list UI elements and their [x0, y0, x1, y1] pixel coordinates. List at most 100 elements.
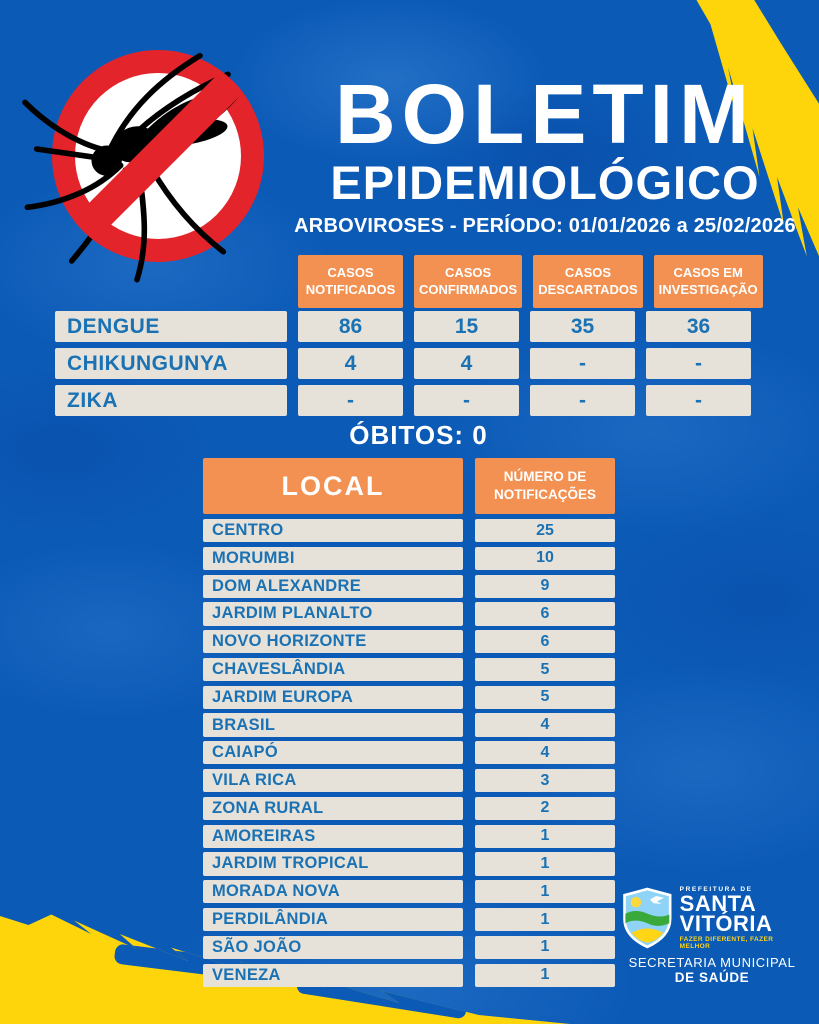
local-name-cell: VENEZA — [203, 963, 463, 987]
summary-column-header: CASOS DESCARTADOS — [533, 255, 643, 308]
local-row: PERDILÂNDIA 1 — [203, 907, 615, 932]
local-table: LOCAL NÚMERO DE NOTIFICAÇÕES CENTRO 25 MOR… — [203, 458, 615, 991]
local-value-cell: 6 — [475, 630, 615, 654]
local-value-cell: 9 — [475, 574, 615, 598]
city-name-line2: VITÓRIA — [679, 911, 773, 937]
secretariat-line1: SECRETARIA MUNICIPAL — [628, 955, 796, 971]
local-value-cell: 1 — [475, 824, 615, 848]
local-column-header: LOCAL — [203, 458, 463, 514]
local-value-cell: 2 — [475, 796, 615, 820]
local-row: MORADA NOVA 1 — [203, 880, 615, 904]
local-name-cell: MORADA NOVA — [203, 880, 463, 904]
summary-body: DENGUE 86 15 35 36 CHIKUNGUNYA 4 4- - ZIKA - - - - — [55, 311, 763, 416]
summary-table: CASOS NOTIFICADOS CASOS CONFIRMADOS CASOS … — [55, 255, 763, 422]
summary-value-cell: - — [530, 348, 635, 379]
local-name-cell: VILA RICA — [203, 769, 463, 793]
local-value-cell: 5 — [475, 685, 615, 709]
local-row: MORUMBI 10 — [203, 546, 615, 570]
summary-value-cell: - — [646, 348, 751, 379]
local-value-cell: 25 — [475, 519, 615, 543]
city-hall-logo: PREFEITURA DE SANTA VITÓRIA FAZER DIFERE… — [621, 886, 803, 985]
local-row: SÃO JOÃO 1 — [203, 935, 615, 959]
prohibition-slash — [54, 51, 262, 260]
local-value-cell: 10 — [475, 546, 615, 570]
summary-column-header: CASOS NOTIFICADOS — [298, 255, 403, 308]
disease-row-label: DENGUE — [55, 311, 287, 342]
local-row: NOVO HORIZONTE 6 — [203, 630, 615, 654]
local-name-cell: DOM ALEXANDRE — [203, 574, 463, 598]
summary-value-cell: 15 — [414, 311, 519, 342]
page-title-line2: EPIDEMIOLÓGICO — [330, 156, 760, 209]
summary-header-row: CASOS NOTIFICADOS CASOS CONFIRMADOS CASOS … — [298, 255, 763, 308]
prefeitura-label: PREFEITURA DE — [679, 886, 753, 893]
local-value-cell: 5 — [475, 657, 615, 682]
local-row: VENEZA 1 — [203, 963, 615, 987]
summary-value-cell: 36 — [646, 311, 751, 342]
disease-row-label: ZIKA — [55, 385, 287, 416]
summary-column-header: CASOS EM INVESTIGAÇÃO — [653, 255, 763, 308]
local-row: CAIAPÓ 4 — [203, 741, 615, 765]
summary-value-cell: - — [530, 385, 635, 416]
local-name-cell: CENTRO — [203, 519, 463, 543]
summary-column-header: CASOS CONFIRMADOS — [414, 255, 523, 308]
local-name-cell: ZONA RURAL — [203, 796, 463, 820]
no-mosquito-sign — [22, 50, 264, 283]
logo-row: PREFEITURA DE SANTA VITÓRIA FAZER DIFERE… — [621, 886, 803, 950]
local-row: JARDIM TROPICAL 1 — [203, 852, 615, 876]
summary-row: CHIKUNGUNYA 4 4- - — [55, 348, 763, 379]
city-slogan: FAZER DIFERENTE, FAZER MELHOR — [679, 936, 774, 951]
summary-value-cell: 35 — [530, 311, 635, 342]
local-name-cell: BRASIL — [203, 713, 463, 737]
notifications-column-header: NÚMERO DE NOTIFICAÇÕES — [475, 458, 615, 514]
local-value-cell: 1 — [475, 907, 615, 932]
local-name-cell: NOVO HORIZONTE — [203, 630, 463, 654]
local-name-cell: MORUMBI — [203, 546, 463, 570]
page-title-line1: BOLETIM — [335, 67, 755, 161]
shield-icon — [623, 887, 672, 949]
local-name-cell: JARDIM EUROPA — [203, 685, 463, 709]
city-name-line1: SANTA — [679, 891, 757, 916]
summary-value-cell: 86 — [298, 311, 403, 342]
local-value-cell: 3 — [475, 769, 615, 793]
secretariat-line2: DE SAÚDE — [674, 970, 750, 986]
local-name-cell: PERDILÂNDIA — [203, 907, 463, 932]
local-row: CENTRO 25 — [203, 519, 615, 543]
local-value-cell: 1 — [475, 963, 615, 987]
local-row: CHAVESLÂNDIA 5 — [203, 657, 615, 682]
summary-row: ZIKA - - - - — [55, 385, 763, 416]
local-name-cell: JARDIM TROPICAL — [203, 852, 463, 876]
local-value-cell: 1 — [475, 852, 615, 876]
local-name-cell: SÃO JOÃO — [203, 935, 463, 959]
logo-text: PREFEITURA DE SANTA VITÓRIA FAZER DIFERE… — [680, 886, 803, 950]
local-body: CENTRO 25 MORUMBI 10 DOM ALEXANDRE 9 JARDIM PL… — [203, 519, 615, 987]
summary-value-cell: - — [414, 385, 519, 416]
period-subtitle: ARBOVIROSES - PERÍODO: 01/01/2026 a 25/0… — [294, 215, 796, 237]
title-block: BOLETIM EPIDEMIOLÓGICO ARBOVIROSES - PER… — [290, 72, 800, 238]
local-name-cell: CHAVESLÂNDIA — [203, 657, 463, 682]
summary-value-cell: - — [298, 385, 403, 416]
local-value-cell: 4 — [475, 713, 615, 737]
local-row: BRASIL 4 — [203, 713, 615, 737]
summary-row: DENGUE 86 15 35 36 — [55, 311, 763, 342]
prohibition-slash-clip — [52, 50, 264, 262]
local-name-cell: AMOREIRAS — [203, 824, 463, 848]
summary-value-cell: 4 — [298, 348, 403, 379]
local-row: JARDIM EUROPA 5 — [203, 685, 615, 709]
disease-row-label: CHIKUNGUNYA — [55, 348, 287, 379]
local-value-cell: 4 — [475, 741, 615, 765]
local-name-cell: JARDIM PLANALTO — [203, 602, 463, 626]
local-row: DOM ALEXANDRE 9 — [203, 574, 615, 598]
summary-value-cell: 4 — [414, 348, 519, 379]
local-row: ZONA RURAL 2 — [203, 796, 615, 820]
local-value-cell: 6 — [475, 602, 615, 626]
local-name-cell: CAIAPÓ — [203, 741, 463, 765]
local-header-row: LOCAL NÚMERO DE NOTIFICAÇÕES — [203, 458, 615, 514]
local-value-cell: 1 — [475, 935, 615, 959]
local-value-cell: 1 — [475, 880, 615, 904]
deaths-text: ÓBITOS: 0 — [349, 420, 488, 450]
local-row: JARDIM PLANALTO 6 — [203, 602, 615, 626]
local-row: AMOREIRAS 1 — [203, 824, 615, 848]
local-row: VILA RICA 3 — [203, 769, 615, 793]
summary-value-cell: - — [646, 385, 751, 416]
